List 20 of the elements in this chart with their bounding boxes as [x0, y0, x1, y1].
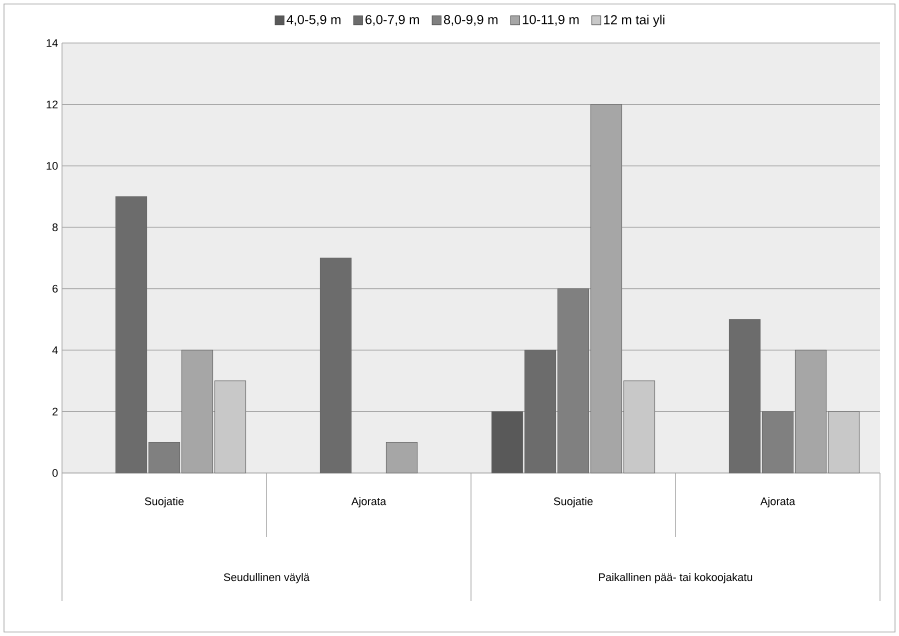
bar [320, 258, 352, 474]
x-tick-label: Suojatie [554, 497, 593, 508]
y-tick-label: 12 [46, 100, 58, 108]
legend-label: 10-11,9 m [522, 14, 579, 26]
y-tick-label: 6 [52, 284, 58, 293]
legend-label: 6,0-7,9 m [366, 14, 419, 26]
legend-label: 4,0-5,9 m [286, 14, 340, 26]
x-tick-label: Ajorata [760, 497, 796, 508]
y-tick-label: 4 [52, 346, 58, 354]
x-tick-label: Ajorata [351, 497, 386, 508]
y-tick-label: 14 [46, 39, 58, 47]
y-tick-label: 10 [46, 162, 58, 170]
legend-label: 8,0-9,9 m [444, 14, 498, 26]
text: Paikallinen pää- tai kokoojakatu [599, 573, 752, 584]
y-tick-label: 0 [52, 469, 58, 477]
x-tick-label: Suojatie [144, 497, 184, 508]
y-tick-label: 2 [52, 408, 58, 416]
legend-label: 12 m tai yli [604, 14, 664, 27]
y-tick-label: 8 [52, 223, 58, 232]
text: Seudullinen väylä [224, 573, 310, 584]
